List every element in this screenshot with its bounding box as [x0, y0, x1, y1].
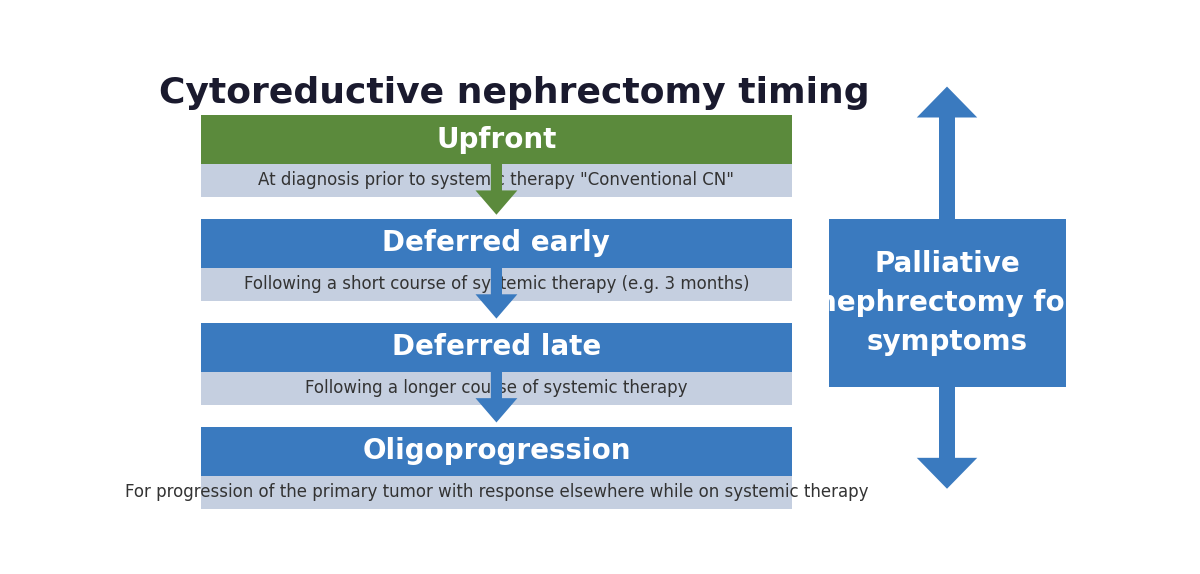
FancyBboxPatch shape	[202, 427, 792, 475]
Text: Following a short course of systemic therapy (e.g. 3 months): Following a short course of systemic the…	[244, 276, 749, 293]
FancyBboxPatch shape	[202, 164, 792, 197]
Polygon shape	[475, 356, 517, 422]
Text: Palliative
nephrectomy for
symptoms: Palliative nephrectomy for symptoms	[817, 250, 1078, 356]
FancyBboxPatch shape	[202, 475, 792, 509]
Text: Deferred early: Deferred early	[383, 230, 611, 258]
Polygon shape	[917, 87, 977, 118]
FancyBboxPatch shape	[202, 323, 792, 371]
FancyBboxPatch shape	[938, 118, 955, 458]
Polygon shape	[475, 149, 517, 215]
FancyBboxPatch shape	[202, 267, 792, 301]
Text: Following a longer course of systemic therapy: Following a longer course of systemic th…	[305, 379, 688, 397]
FancyBboxPatch shape	[202, 219, 792, 267]
Text: For progression of the primary tumor with response elsewhere while on systemic t: For progression of the primary tumor wit…	[125, 483, 868, 501]
Text: Deferred late: Deferred late	[391, 333, 601, 361]
Text: Cytoreductive nephrectomy timing: Cytoreductive nephrectomy timing	[160, 76, 870, 110]
Polygon shape	[917, 458, 977, 488]
Text: At diagnosis prior to systemic therapy "Conventional CN": At diagnosis prior to systemic therapy "…	[258, 172, 734, 189]
Text: Oligoprogression: Oligoprogression	[362, 437, 631, 465]
FancyBboxPatch shape	[202, 371, 792, 405]
Text: Upfront: Upfront	[437, 126, 557, 154]
FancyBboxPatch shape	[202, 115, 792, 164]
FancyBboxPatch shape	[829, 219, 1066, 387]
Polygon shape	[475, 253, 517, 319]
